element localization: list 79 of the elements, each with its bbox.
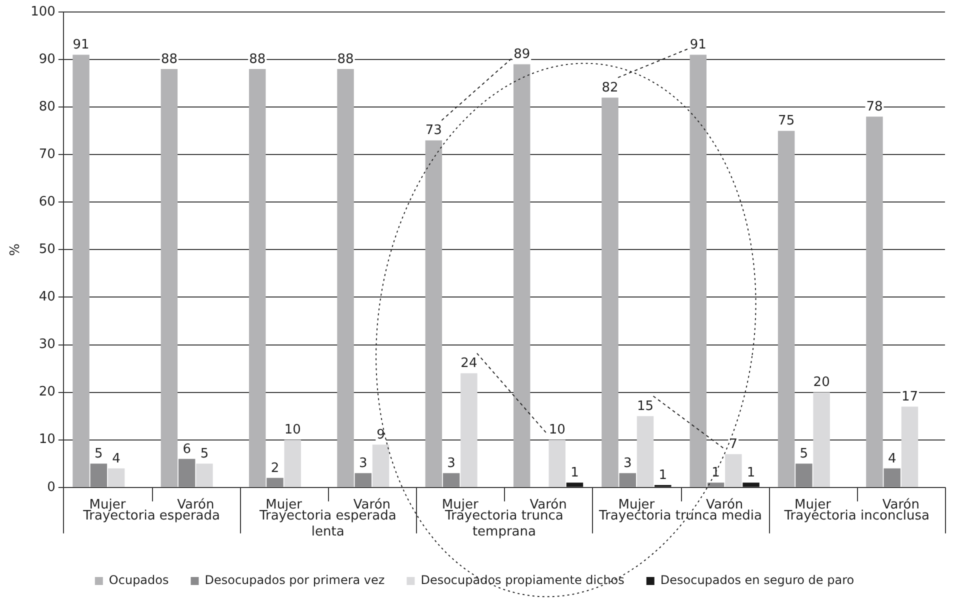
bar (707, 482, 724, 487)
data-label: 73 (425, 123, 442, 138)
bar (796, 464, 812, 487)
data-label: 78 (866, 99, 883, 114)
bar (337, 69, 354, 487)
x-tick-label: Mujer (794, 498, 832, 513)
data-label: 5 (94, 446, 103, 462)
bar (354, 473, 372, 487)
bar (619, 473, 636, 487)
bar (742, 482, 760, 487)
y-tick-label: 0 (47, 480, 56, 495)
y-tick-label: 10 (38, 432, 56, 448)
data-label: 10 (548, 422, 566, 438)
y-tick-label: 60 (38, 194, 56, 210)
legend-label: Ocupados (108, 573, 169, 588)
data-label: 91 (690, 38, 706, 53)
data-label: 91 (72, 38, 90, 53)
bar (442, 473, 460, 487)
bar (566, 482, 584, 487)
data-label: 3 (623, 456, 632, 472)
data-label: 10 (284, 422, 301, 438)
legend-label: Desocupados propiamente dichos (420, 573, 624, 588)
bar (901, 406, 918, 487)
y-axis-title: % (8, 244, 24, 256)
data-label: 1 (746, 466, 756, 481)
y-tick-label: 40 (38, 290, 56, 305)
data-label: 4 (112, 451, 120, 466)
bar (196, 464, 213, 487)
bar (248, 69, 266, 487)
y-tick-label: 50 (38, 242, 56, 258)
data-label: 2 (270, 460, 280, 476)
data-label: 6 (182, 442, 191, 457)
bar (602, 98, 618, 487)
data-label: 75 (778, 114, 795, 129)
y-tick-label: 30 (38, 337, 56, 352)
data-label: 5 (800, 446, 808, 462)
data-label: 3 (359, 456, 368, 472)
data-label: 82 (602, 80, 618, 96)
bar (690, 54, 707, 487)
data-label: 1 (570, 466, 579, 481)
bar (284, 440, 301, 487)
bar (725, 454, 742, 487)
data-label: 7 (729, 436, 738, 452)
y-tick-label: 100 (30, 4, 56, 20)
data-label: 5 (200, 446, 209, 462)
bar (266, 478, 284, 487)
data-label: 1 (658, 468, 668, 483)
bar (513, 64, 530, 487)
bar (548, 440, 566, 487)
bar (425, 140, 442, 487)
data-label: 88 (160, 52, 178, 67)
bar (813, 392, 830, 487)
bar (884, 468, 900, 487)
data-label: 4 (888, 451, 896, 466)
data-label: 15 (636, 398, 654, 414)
data-label: 89 (514, 47, 530, 62)
data-label: 9 (376, 427, 385, 442)
y-tick-label: 20 (38, 384, 56, 400)
legend-label: Desocupados en seguro de paro (660, 573, 854, 588)
data-label: 88 (249, 52, 266, 67)
bar (460, 373, 478, 487)
data-label: 3 (447, 456, 456, 472)
y-tick-label: 80 (38, 99, 56, 114)
legend-label: Desocupados por primera vez (204, 573, 385, 588)
bar (72, 54, 90, 487)
bar (178, 458, 196, 487)
bar (636, 416, 654, 487)
bar (160, 69, 178, 487)
bar (108, 468, 125, 487)
y-tick-label: 70 (38, 146, 56, 162)
data-label: 88 (337, 52, 354, 67)
bar (866, 116, 883, 487)
bar (372, 444, 390, 487)
bar (90, 464, 108, 487)
bar (778, 130, 795, 487)
data-label: 20 (813, 375, 830, 390)
y-tick-label: 90 (38, 52, 56, 67)
data-label: 17 (901, 389, 918, 404)
data-label: 24 (460, 356, 478, 372)
